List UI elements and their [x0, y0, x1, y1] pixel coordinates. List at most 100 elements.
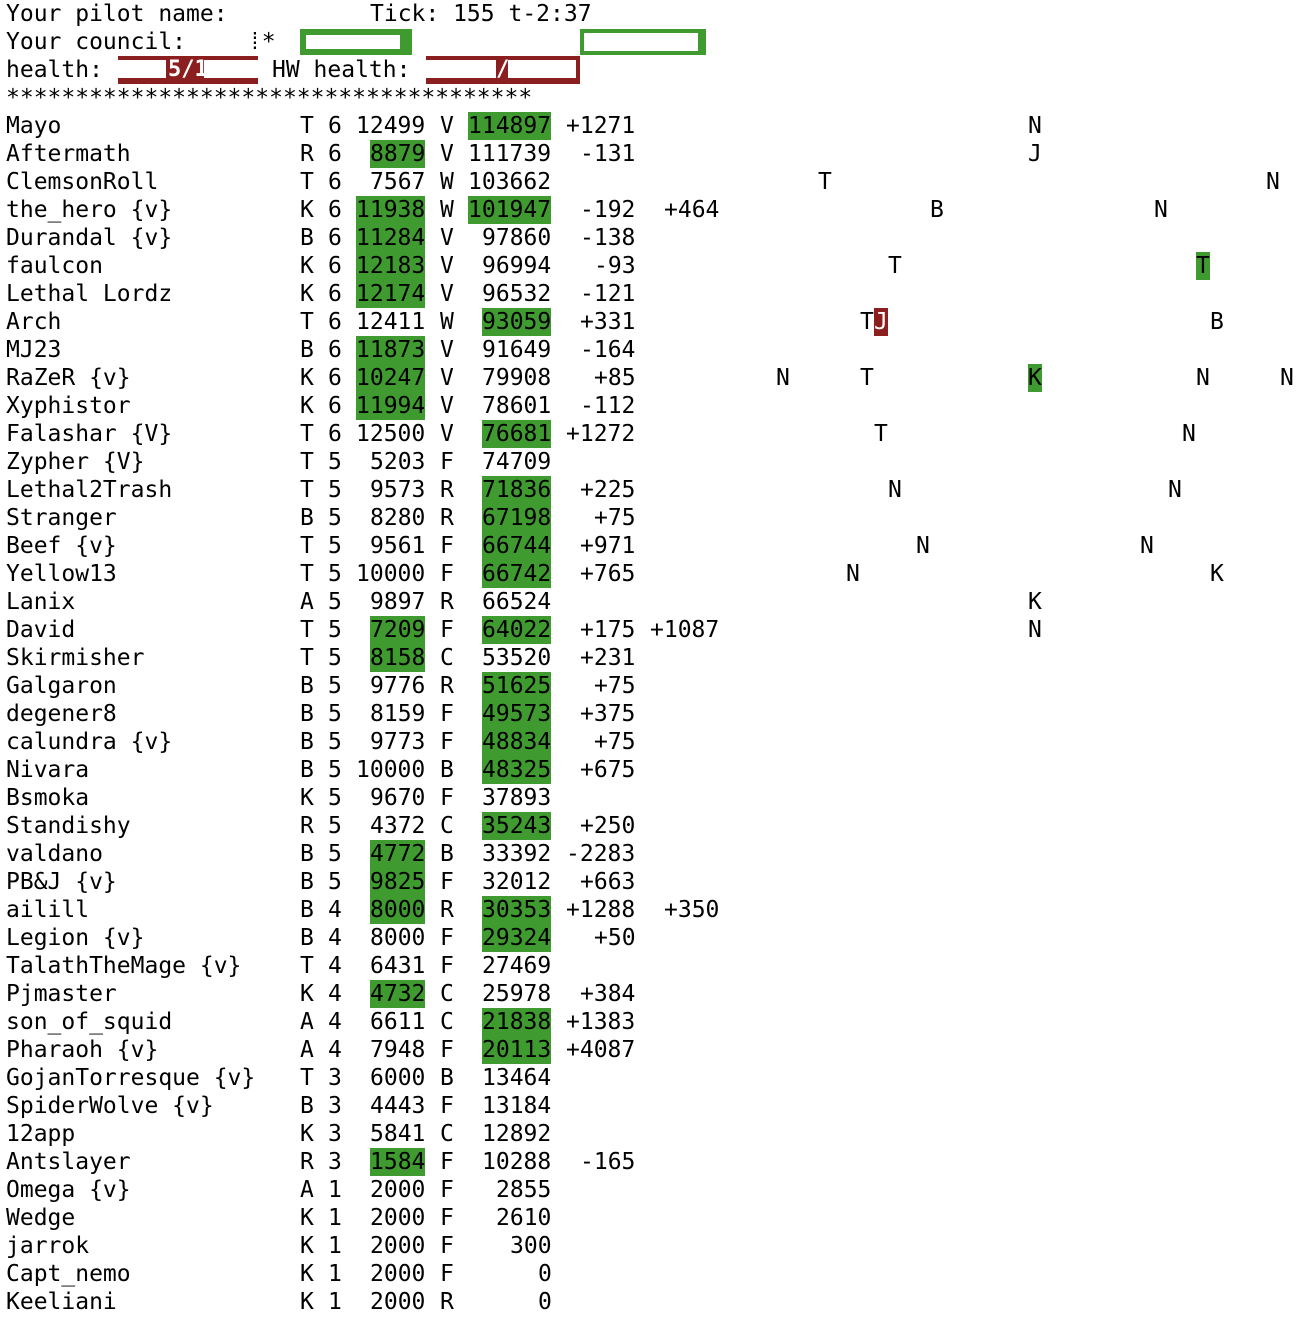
player-value-b: 32012: [482, 869, 552, 895]
player-status: V: [440, 141, 454, 167]
player-name: Xyphistor: [6, 393, 131, 419]
player-name: David: [6, 617, 76, 643]
player-status: F: [440, 1093, 454, 1119]
player-value-b: 71836: [482, 476, 552, 504]
map-marker: T: [888, 253, 902, 279]
player-value-b: 101947: [468, 196, 552, 224]
player-status: V: [440, 113, 454, 139]
player-status: F: [440, 1037, 454, 1063]
player-name: degener8: [6, 701, 117, 727]
player-value-b: 48834: [482, 728, 552, 756]
player-delta: +1288: [566, 897, 636, 923]
player-status: B: [440, 757, 454, 783]
player-value-a: 11938: [356, 196, 426, 224]
map-marker: N: [1140, 533, 1154, 559]
player-name: 12app: [6, 1121, 76, 1147]
player-value-a: 8000: [370, 925, 426, 951]
player-status: F: [440, 785, 454, 811]
player-delta-2: +464: [664, 197, 720, 223]
player-status: V: [440, 421, 454, 447]
health-bar: 5/1: [118, 56, 258, 84]
player-name: Lanix: [6, 589, 76, 615]
player-value-a: 8879: [370, 140, 426, 168]
player-delta: +250: [580, 813, 636, 839]
player-delta: -192: [580, 197, 636, 223]
player-class: K: [300, 365, 314, 391]
player-status: F: [440, 1261, 454, 1287]
player-class: K: [300, 1233, 314, 1259]
player-status: R: [440, 1289, 454, 1315]
player-status: F: [440, 1205, 454, 1231]
council-label: Your council:: [6, 29, 187, 55]
player-level: 6: [328, 337, 342, 363]
player-value-b: 49573: [482, 700, 552, 728]
player-name: Pharaoh {v}: [6, 1037, 159, 1063]
player-class: K: [300, 393, 314, 419]
player-value-a: 2000: [370, 1205, 426, 1231]
player-name: Nivara: [6, 757, 90, 783]
player-name: Beef {v}: [6, 533, 117, 559]
player-level: 5: [328, 561, 342, 587]
player-class: B: [300, 673, 314, 699]
player-status: C: [440, 813, 454, 839]
player-level: 5: [328, 533, 342, 559]
player-name: Skirmisher: [6, 645, 145, 671]
player-status: B: [440, 841, 454, 867]
player-value-b: 27469: [482, 953, 552, 979]
player-value-a: 10247: [356, 364, 426, 392]
player-class: A: [300, 1009, 314, 1035]
player-level: 5: [328, 505, 342, 531]
player-status: F: [440, 1149, 454, 1175]
player-level: 5: [328, 449, 342, 475]
player-class: B: [300, 701, 314, 727]
player-value-a: 9776: [370, 673, 426, 699]
player-status: F: [440, 1233, 454, 1259]
player-value-a: 2000: [370, 1177, 426, 1203]
player-value-b: 300: [510, 1233, 552, 1259]
player-value-a: 11994: [356, 392, 426, 420]
player-level: 4: [328, 953, 342, 979]
player-value-b: 66524: [482, 589, 552, 615]
player-class: T: [300, 421, 314, 447]
player-value-a: 12499: [356, 113, 426, 139]
player-value-b: 13184: [482, 1093, 552, 1119]
player-status: F: [440, 953, 454, 979]
player-name: Lethal2Trash: [6, 477, 173, 503]
player-value-a: 8158: [370, 644, 426, 672]
map-marker: J: [1028, 141, 1042, 167]
player-status: C: [440, 645, 454, 671]
player-value-a: 7567: [370, 169, 426, 195]
player-status: C: [440, 1121, 454, 1147]
player-class: K: [300, 981, 314, 1007]
council-bar-2: [580, 29, 706, 55]
player-status: W: [440, 169, 454, 195]
player-value-a: 5203: [370, 449, 426, 475]
player-delta-2: +350: [664, 897, 720, 923]
player-name: Lethal Lordz: [6, 281, 173, 307]
player-value-a: 12500: [356, 421, 426, 447]
map-marker: K: [1028, 589, 1042, 615]
council-bar-1: [300, 29, 412, 55]
separator-stars: **************************************: [6, 85, 533, 111]
player-status: F: [440, 617, 454, 643]
player-name: Aftermath: [6, 141, 131, 167]
player-level: 5: [328, 729, 342, 755]
player-name: Stranger: [6, 505, 117, 531]
player-delta: +1272: [566, 421, 636, 447]
player-value-b: 29324: [482, 924, 552, 952]
player-value-b: 64022: [482, 616, 552, 644]
player-status: F: [440, 869, 454, 895]
player-delta: +85: [594, 365, 636, 391]
player-value-a: 4732: [370, 980, 426, 1008]
player-value-a: 9897: [370, 589, 426, 615]
player-name: Yellow13: [6, 561, 117, 587]
player-class: K: [300, 1289, 314, 1315]
player-value-a: 7948: [370, 1037, 426, 1063]
player-value-a: 9670: [370, 785, 426, 811]
player-class: A: [300, 1037, 314, 1063]
player-delta: -112: [580, 393, 636, 419]
player-status: F: [440, 701, 454, 727]
player-level: 5: [328, 617, 342, 643]
health-label: health:: [6, 57, 103, 83]
player-delta: -93: [594, 253, 636, 279]
